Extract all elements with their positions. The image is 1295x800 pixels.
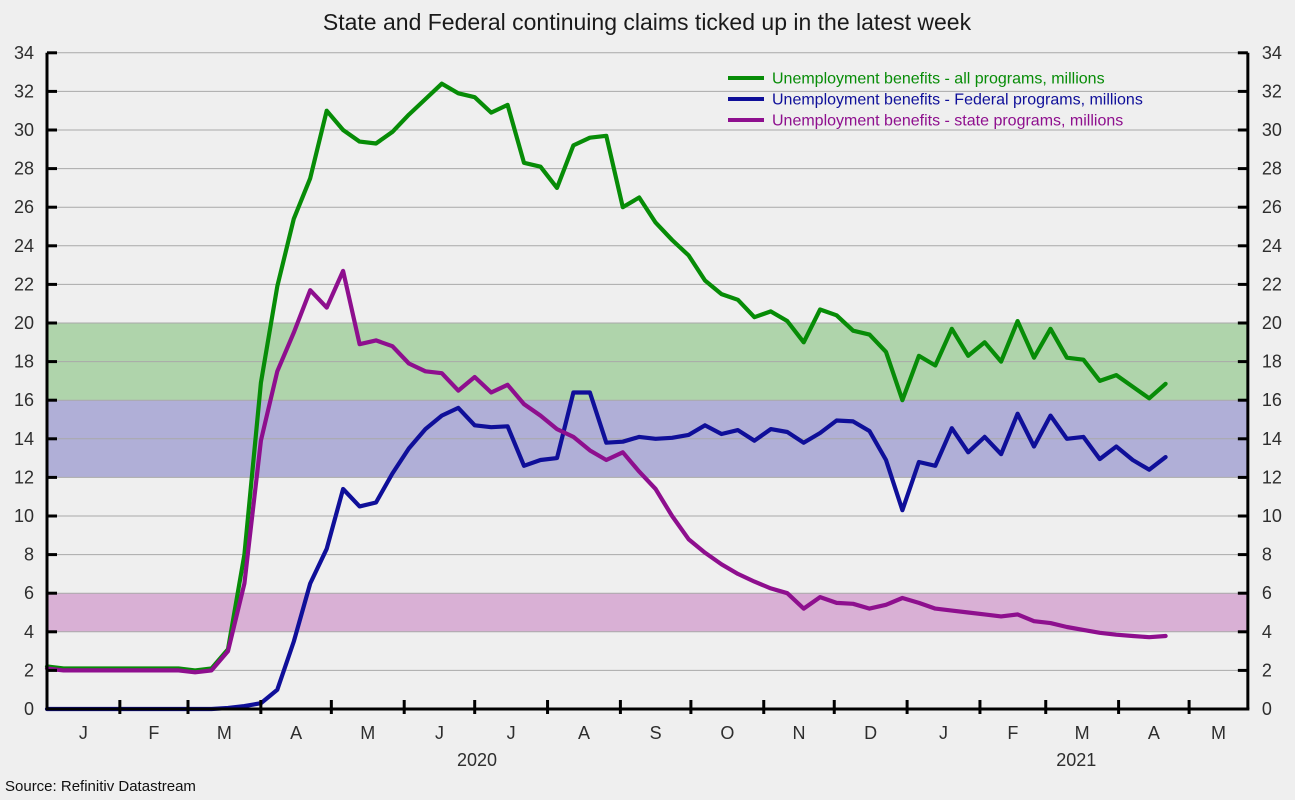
x-year-label: 2021 (1056, 750, 1096, 770)
series-line-1 (44, 390, 1168, 712)
y-tick-label-right: 30 (1262, 120, 1282, 140)
gridlines (47, 52, 1248, 671)
x-month-label: F (1007, 723, 1018, 743)
y-tick-label-left: 20 (14, 313, 34, 333)
y-tick-label-right: 8 (1262, 545, 1272, 565)
y-tick-label-left: 6 (24, 583, 34, 603)
y-tick-label-right: 26 (1262, 197, 1282, 217)
y-tick-label-right: 32 (1262, 81, 1282, 101)
x-month-label: N (793, 723, 806, 743)
y-tick-label-right: 12 (1262, 467, 1282, 487)
legend-label-state-programs: Unemployment benefits - state programs, … (772, 113, 1123, 130)
y-tick-label-right: 14 (1262, 429, 1282, 449)
legend-label-all-programs: Unemployment benefits - all programs, mi… (772, 71, 1105, 88)
legend-item-federal-programs: Unemployment benefits - Federal programs… (728, 92, 1143, 109)
x-month-label: J (79, 723, 88, 743)
y-tick-label-left: 34 (14, 43, 34, 63)
y-tick-label-left: 10 (14, 506, 34, 526)
x-month-label: M (1211, 723, 1226, 743)
legend-item-all-programs: Unemployment benefits - all programs, mi… (728, 71, 1105, 88)
x-month-label: D (864, 723, 877, 743)
y-tick-label-left: 8 (24, 545, 34, 565)
y-tick-label-right: 6 (1262, 583, 1272, 603)
y-tick-label-left: 4 (24, 622, 34, 642)
series-line-2 (44, 268, 1168, 675)
x-month-label: J (507, 723, 516, 743)
y-tick-label-left: 30 (14, 120, 34, 140)
y-tick-label-left: 12 (14, 467, 34, 487)
series-line-0 (44, 81, 1168, 673)
y-tick-label-left: 2 (24, 660, 34, 680)
x-axis-labels: J F M A M J J A S O N D J F M A M 2020 2021 (79, 723, 1226, 770)
data-series (44, 81, 1168, 712)
x-month-label: M (1075, 723, 1090, 743)
x-month-label: F (148, 723, 159, 743)
y-tick-label-right: 34 (1262, 43, 1282, 63)
y-tick-label-left: 26 (14, 197, 34, 217)
legend-label-federal-programs: Unemployment benefits - Federal programs… (772, 92, 1143, 109)
y-tick-label-right: 4 (1262, 622, 1272, 642)
source-note: Source: Refinitiv Datastream (5, 778, 196, 795)
x-month-label: A (1148, 723, 1160, 743)
y-tick-label-right: 10 (1262, 506, 1282, 526)
band-4-6 (47, 593, 1248, 632)
x-month-label: J (939, 723, 948, 743)
axes (45, 51, 1250, 714)
y-tick-label-left: 22 (14, 274, 34, 294)
y-tick-label-left: 0 (24, 699, 34, 719)
y-tick-label-right: 28 (1262, 159, 1282, 179)
x-month-label: A (290, 723, 302, 743)
legend-item-state-programs: Unemployment benefits - state programs, … (728, 113, 1123, 130)
y-tick-label-right: 24 (1262, 236, 1282, 256)
y-tick-label-right: 20 (1262, 313, 1282, 333)
y-tick-label-right: 2 (1262, 660, 1272, 680)
y-tick-label-left: 24 (14, 236, 34, 256)
y-tick-label-right: 16 (1262, 390, 1282, 410)
x-month-label: O (720, 723, 734, 743)
y-tick-label-left: 18 (14, 352, 34, 372)
y-tick-label-right: 0 (1262, 699, 1272, 719)
x-year-label: 2020 (457, 750, 497, 770)
x-month-label: S (650, 723, 662, 743)
x-month-label: J (435, 723, 444, 743)
chart-title: State and Federal continuing claims tick… (323, 9, 972, 35)
y-tick-label-left: 28 (14, 159, 34, 179)
x-month-label: M (217, 723, 232, 743)
x-month-label: M (360, 723, 375, 743)
y-tick-label-right: 22 (1262, 274, 1282, 294)
y-tick-label-left: 16 (14, 390, 34, 410)
y-tick-label-right: 18 (1262, 352, 1282, 372)
y-tick-label-left: 32 (14, 81, 34, 101)
x-month-label: A (578, 723, 590, 743)
y-tick-label-left: 14 (14, 429, 34, 449)
legend: Unemployment benefits - all programs, mi… (728, 71, 1143, 130)
